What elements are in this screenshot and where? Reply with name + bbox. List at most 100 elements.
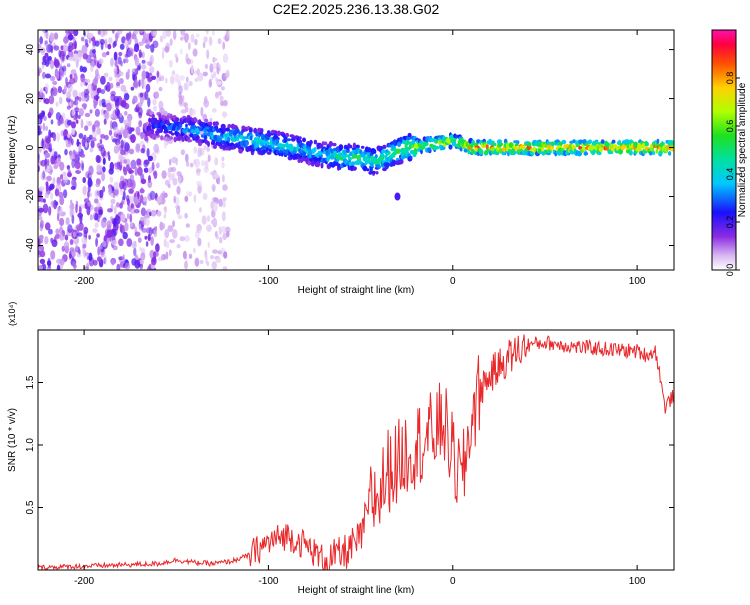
spectrogram-noise-cell <box>186 190 189 197</box>
spectrogram-noise-cell <box>128 188 134 194</box>
spectrogram-noise-cell <box>106 51 110 56</box>
spectrogram-noise-cell <box>141 51 145 59</box>
spectrogram-noise-cell <box>73 50 79 55</box>
spectrogram-noise-cell <box>153 170 158 179</box>
spectrogram-noise-cell <box>43 115 47 122</box>
spectrogram-ridge-cell <box>351 161 356 167</box>
colorbar-tick-label: 0.2 <box>725 216 735 229</box>
spectrogram-noise-cell <box>151 75 157 80</box>
spectrogram-noise-cell <box>59 117 65 125</box>
spectrogram-noise-cell <box>106 224 112 232</box>
spectrogram-noise-cell <box>56 264 61 270</box>
spectrogram-ridge-cell <box>490 146 496 152</box>
spectrogram-noise-cell <box>145 227 151 234</box>
spectrogram-ridge-cell <box>366 168 370 172</box>
spectrogram-noise-cell <box>141 64 147 70</box>
spectrogram-noise-cell <box>188 191 193 197</box>
spectrogram-noise-cell <box>192 247 196 254</box>
spectrogram-ridge-cell <box>513 150 517 154</box>
spectrogram-noise-cell <box>46 260 52 267</box>
spectrogram-ridge-cell <box>338 145 343 151</box>
spectrogram-noise-cell <box>38 234 44 240</box>
spectrogram-noise-cell <box>128 169 135 174</box>
spectrogram-noise-cell <box>138 30 145 33</box>
spectrogram-noise-cell <box>96 126 101 135</box>
colorbar-ticks: 0.0 0.2 0.4 0.6 0.8 <box>725 72 740 276</box>
spectrogram-noise-cell <box>214 91 220 99</box>
spectrogram-noise-cell <box>194 70 198 75</box>
spectrogram-ridge-cell <box>391 161 396 167</box>
spectrogram-noise-cell <box>53 32 59 40</box>
spectrogram-noise-cell <box>158 76 162 82</box>
spectrogram-ridge-cell <box>179 119 183 124</box>
spectrogram-noise-cell <box>208 78 212 88</box>
spectrogram-noise-cell <box>212 108 217 113</box>
x-tick-label: -200 <box>74 276 94 287</box>
spectrogram-noise-cell <box>100 218 107 229</box>
spectrogram-noise-cell <box>163 238 167 248</box>
spectrogram-noise-cell <box>107 151 110 157</box>
spectrogram-noise-cell <box>185 223 190 228</box>
spectrogram-noise-cell <box>206 215 211 222</box>
spectrogram-ridge-cell <box>266 132 272 138</box>
spectrogram-ridge-cell <box>204 139 208 143</box>
spectrogram-noise-cell <box>115 202 120 208</box>
spectrogram-noise-cell <box>61 54 65 62</box>
spectrogram-noise-cell <box>48 129 52 140</box>
spectrogram-ridge-cell <box>485 144 489 150</box>
y-tick-label: -20 <box>25 189 36 204</box>
spectrogram-noise-cell <box>118 51 123 57</box>
spectrogram-noise-cell <box>215 77 219 82</box>
spectrogram-noise-cell <box>164 77 168 84</box>
spectrogram-noise-cell <box>39 36 43 45</box>
spectrogram-noise-cell <box>140 223 144 231</box>
spectrogram-noise-cell <box>45 181 49 187</box>
spectrogram-noise-cell <box>64 148 68 156</box>
colorbar: 0.0 0.2 0.4 0.6 0.8 Normalized spectral ampl… <box>711 29 748 276</box>
spectrogram-noise-cell <box>202 192 208 200</box>
spectrogram-noise-cell <box>167 167 174 173</box>
spectrogram-noise-cell <box>81 137 86 147</box>
spectrogram-noise-cell <box>88 252 93 261</box>
spectrogram-noise-cell <box>161 51 165 59</box>
spectrogram-ridge-cell <box>575 144 581 148</box>
spectrogram-noise-cell <box>88 134 93 140</box>
spectrogram-ridge-cell <box>176 135 182 141</box>
spectrogram-noise-cell <box>190 64 194 75</box>
spectrogram-noise-cell <box>52 132 57 142</box>
spectrogram-ridge-cell <box>561 139 567 145</box>
spectrogram-noise-cell <box>193 146 197 154</box>
spectrogram-ridge-cell <box>195 135 200 140</box>
spectrogram-noise-cell <box>147 155 153 162</box>
spectrogram-noise-cell <box>216 80 222 86</box>
spectrogram-noise-cell <box>197 147 202 158</box>
spectrogram-ridge-cell <box>372 149 377 154</box>
spectrogram-noise-cell <box>38 186 45 192</box>
spectrogram-noise-cell <box>114 205 117 215</box>
spectrogram-noise-cell <box>152 98 157 106</box>
spectrogram-noise-cell <box>125 58 129 64</box>
spectrogram-noise-cell <box>46 158 50 167</box>
spectrogram-noise-cell <box>53 87 58 97</box>
spectrogram-noise-cell <box>178 175 182 186</box>
spectrogram-noise-cell <box>184 212 188 219</box>
spectrogram-ridge-cell <box>302 151 307 156</box>
spectrogram-ridge-cell <box>363 157 367 162</box>
spectrogram-noise-cell <box>222 41 226 50</box>
spectrogram-noise-cell <box>172 220 176 228</box>
spectrogram-noise-cell <box>127 133 131 140</box>
spectrogram-noise-cell <box>221 156 225 162</box>
spectrogram-noise-cell <box>113 51 118 61</box>
spectrogram-noise-cell <box>71 179 76 187</box>
snr-panel: -200 -100 0 100 0.5 1.0 1.5 Height of straigh… <box>7 302 675 596</box>
spectrogram-noise-cell <box>81 162 84 171</box>
spectrogram-noise-cell <box>66 119 72 126</box>
spectrogram-noise-cell <box>96 233 100 238</box>
spectrogram-ridge-cell <box>643 150 648 154</box>
spectrogram-noise-cell <box>145 83 151 93</box>
spectrogram-heatmap <box>38 30 674 270</box>
spectrogram-ridge-cell <box>527 142 532 147</box>
spectrogram-ridge-cell <box>413 147 418 154</box>
spectrogram-ridge-cell <box>325 160 328 165</box>
spectrogram-noise-cell <box>155 162 160 169</box>
